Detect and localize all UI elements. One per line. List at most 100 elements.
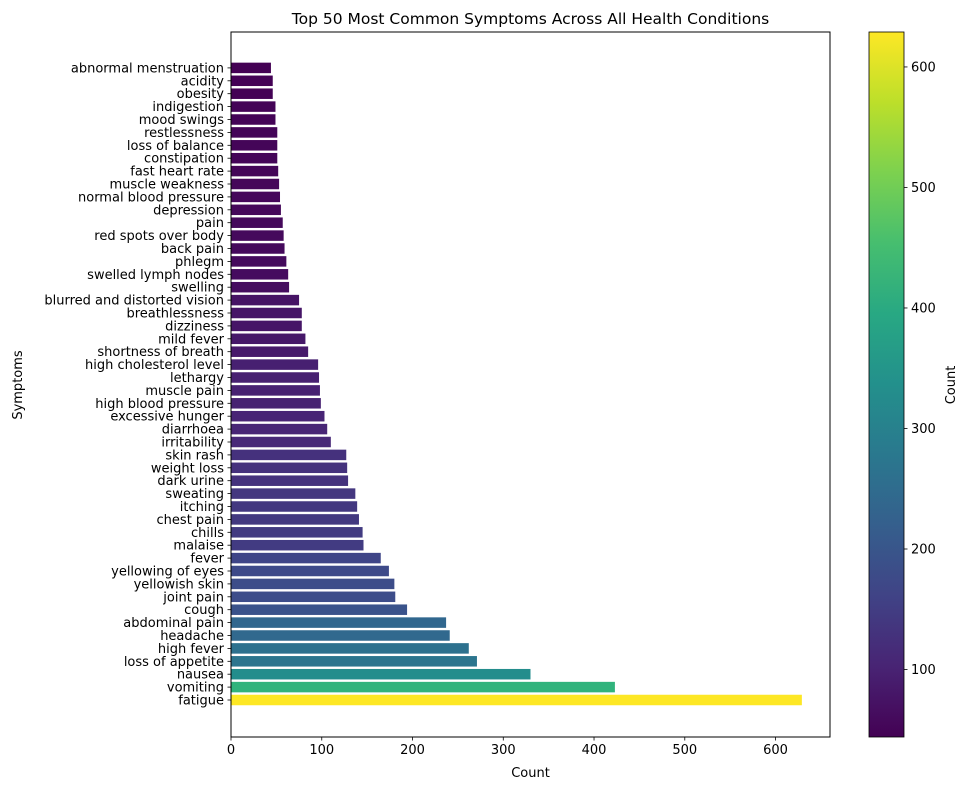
y-tick-label: acidity bbox=[181, 74, 225, 89]
bar bbox=[231, 320, 302, 332]
y-tick-label: high fever bbox=[158, 642, 225, 657]
y-tick-label: indigestion bbox=[152, 100, 224, 115]
bar bbox=[231, 436, 331, 448]
bar bbox=[231, 346, 309, 357]
x-tick-label: 600 bbox=[763, 743, 788, 758]
colorbar-tick-label: 500 bbox=[911, 181, 936, 196]
bar bbox=[231, 552, 381, 564]
y-tick-label: red spots over body bbox=[94, 229, 224, 244]
x-axis-label: Count bbox=[511, 766, 550, 781]
bar bbox=[231, 694, 802, 706]
y-tick-label: depression bbox=[153, 203, 224, 218]
y-tick-label: swelling bbox=[171, 281, 224, 296]
bar bbox=[231, 372, 320, 383]
y-axis-label: Symptoms bbox=[11, 350, 26, 420]
y-tick-label: malaise bbox=[173, 539, 224, 554]
bar bbox=[231, 565, 389, 577]
bar bbox=[231, 630, 450, 641]
y-tick-label: back pain bbox=[161, 242, 224, 257]
colorbar-tick-label: 200 bbox=[911, 543, 936, 558]
bar bbox=[231, 230, 284, 241]
y-tick-label: breathlessness bbox=[126, 307, 224, 322]
x-axis: 0 100 200 300 400 500 600 bbox=[227, 737, 788, 758]
bar bbox=[231, 410, 325, 422]
y-tick-label: loss of balance bbox=[127, 139, 224, 154]
x-tick-label: 200 bbox=[400, 743, 425, 758]
colorbar-tick-label: 300 bbox=[911, 422, 936, 437]
y-tick-label: abdominal pain bbox=[123, 616, 224, 631]
y-tick-label: mild fever bbox=[158, 332, 225, 347]
y-tick-label: shortness of breath bbox=[97, 345, 224, 360]
bar bbox=[231, 617, 447, 628]
y-tick-label: weight loss bbox=[151, 461, 224, 476]
y-tick-label: restlessness bbox=[144, 126, 224, 141]
y-tick-label: excessive hunger bbox=[110, 410, 224, 425]
bar bbox=[231, 269, 289, 280]
y-tick-label: diarrhoea bbox=[162, 423, 224, 438]
bar bbox=[231, 333, 306, 345]
y-tick-label: high blood pressure bbox=[95, 397, 224, 412]
bar bbox=[231, 643, 469, 654]
bar bbox=[231, 88, 273, 99]
y-tick-label: constipation bbox=[144, 152, 224, 167]
y-tick-label: dizziness bbox=[165, 319, 224, 334]
y-tick-label: vomiting bbox=[167, 681, 224, 696]
bar bbox=[231, 656, 477, 667]
y-tick-label: swelled lymph nodes bbox=[87, 268, 224, 283]
bar bbox=[231, 501, 358, 512]
chart-title: Top 50 Most Common Symptoms Across All H… bbox=[291, 10, 769, 28]
y-tick-label: abnormal menstruation bbox=[71, 61, 224, 76]
bar bbox=[231, 449, 347, 461]
bar bbox=[231, 127, 278, 138]
x-tick-label: 0 bbox=[227, 743, 235, 758]
bar bbox=[231, 604, 408, 615]
plot-frame bbox=[230, 31, 831, 738]
bar bbox=[231, 178, 280, 190]
y-tick-label: fatigue bbox=[178, 694, 224, 709]
bar bbox=[231, 114, 276, 125]
y-tick-label: mood swings bbox=[139, 113, 224, 128]
bar bbox=[231, 204, 281, 216]
x-tick-label: 100 bbox=[309, 743, 334, 758]
y-tick-label: irritability bbox=[161, 436, 224, 451]
bar bbox=[231, 281, 290, 293]
colorbar-label: Count bbox=[944, 366, 959, 405]
bar bbox=[231, 359, 319, 370]
bar bbox=[231, 294, 300, 306]
y-tick-label: pain bbox=[196, 216, 224, 231]
colorbar-tick-label: 100 bbox=[911, 663, 936, 678]
bar bbox=[231, 191, 281, 203]
bar bbox=[231, 514, 359, 525]
colorbar-tick-label: 600 bbox=[911, 60, 936, 75]
bars-group bbox=[231, 62, 802, 706]
bar bbox=[231, 398, 321, 409]
bar bbox=[231, 165, 279, 177]
bar bbox=[231, 217, 283, 228]
bar bbox=[231, 256, 287, 267]
x-tick-label: 400 bbox=[582, 743, 607, 758]
bar bbox=[231, 152, 278, 164]
bar bbox=[231, 527, 363, 538]
y-tick-label: muscle pain bbox=[145, 384, 224, 399]
bar bbox=[231, 462, 348, 474]
y-tick-label: fast heart rate bbox=[130, 165, 224, 180]
y-tick-label: chest pain bbox=[157, 513, 224, 528]
y-tick-label: nausea bbox=[177, 668, 224, 683]
bar bbox=[231, 591, 396, 603]
bar bbox=[231, 243, 285, 254]
bar bbox=[231, 488, 356, 499]
bar bbox=[231, 101, 276, 112]
bar bbox=[231, 423, 328, 435]
y-tick-label: phlegm bbox=[175, 255, 224, 270]
bar bbox=[231, 578, 395, 590]
y-tick-label: headache bbox=[160, 629, 224, 644]
y-tick-label: fever bbox=[190, 552, 224, 567]
y-tick-label: obesity bbox=[177, 87, 225, 102]
colorbar-tick-label: 400 bbox=[911, 301, 936, 316]
y-tick-label: normal blood pressure bbox=[78, 190, 224, 205]
y-tick-label: yellowish skin bbox=[134, 577, 224, 592]
y-tick-label: blurred and distorted vision bbox=[44, 294, 224, 309]
y-tick-label: dark urine bbox=[157, 474, 224, 489]
